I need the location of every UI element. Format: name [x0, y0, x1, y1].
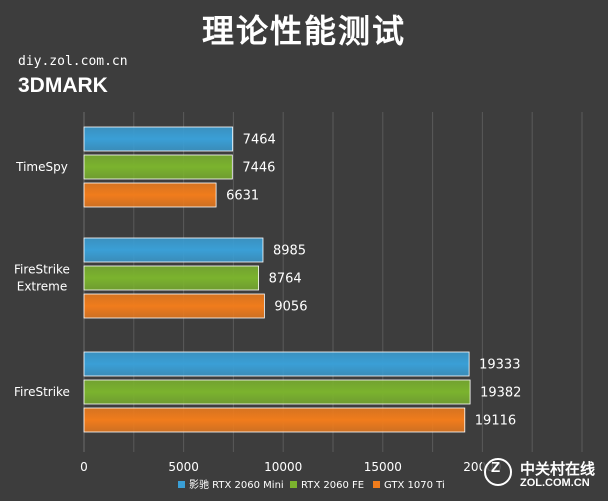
category-label: TimeSpy: [15, 160, 68, 174]
data-label: 19382: [480, 386, 521, 401]
bar: [83, 237, 264, 263]
legend-label: 影驰 RTX 2060 Mini: [189, 478, 284, 491]
site-url: diy.zol.com.cn: [18, 54, 128, 69]
bar: [83, 154, 233, 180]
bar: [83, 126, 234, 152]
zol-logo-icon: [484, 458, 512, 486]
x-tick-label: 0: [80, 460, 88, 474]
data-label: 9056: [274, 300, 307, 315]
category-label: FireStrike: [14, 385, 70, 399]
page-title: 理论性能测试: [201, 12, 406, 50]
data-label: 19333: [479, 358, 520, 373]
bar: [83, 407, 466, 433]
category-label: Extreme: [17, 280, 68, 294]
data-label: 8985: [273, 244, 306, 259]
x-tick-label: 10000: [264, 460, 302, 474]
category-label: FireStrike: [14, 263, 70, 277]
x-tick-label: 5000: [168, 460, 199, 474]
watermark-en: ZOL.COM.CN: [520, 477, 590, 489]
legend-label: RTX 2060 FE: [301, 480, 364, 491]
data-label: 8764: [269, 272, 302, 287]
data-label: 7464: [243, 133, 276, 148]
zol-logo-glyph: Z: [491, 459, 501, 476]
bar: [83, 182, 217, 208]
legend-label: GTX 1070 Ti: [384, 480, 445, 491]
x-tick-label: 15000: [364, 460, 402, 474]
watermark-cn: 中关村在线: [520, 460, 596, 478]
zol-watermark: Z 中关村在线 ZOL.COM.CN: [482, 454, 604, 496]
bar: [83, 379, 471, 405]
data-label: 19116: [475, 414, 516, 429]
data-label: 7446: [242, 161, 275, 176]
bar: [83, 293, 265, 319]
legend-swatch: [373, 481, 380, 488]
legend-swatch: [290, 481, 297, 488]
legend-swatch: [178, 481, 185, 488]
benchmark-title: 3DMARK: [18, 74, 108, 97]
bar: [83, 265, 259, 291]
bar: [83, 351, 470, 377]
data-label: 6631: [226, 189, 259, 204]
